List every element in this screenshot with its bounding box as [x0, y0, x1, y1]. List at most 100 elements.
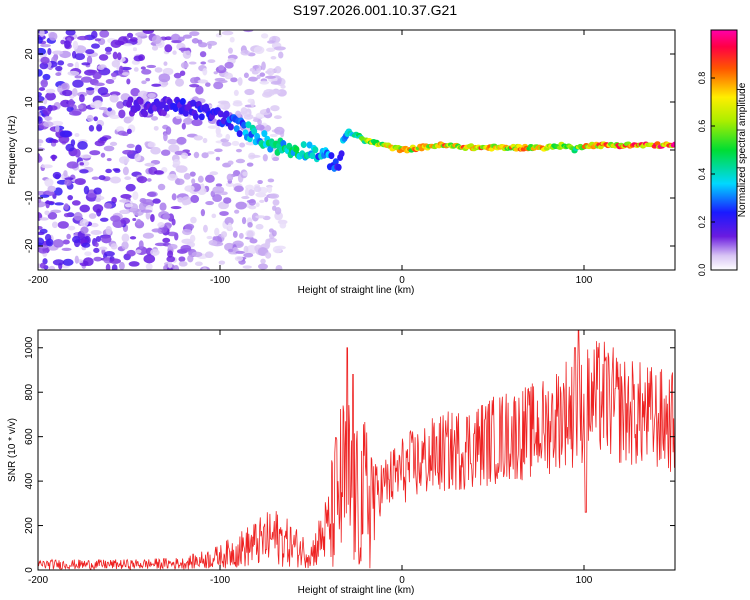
ridge-point [312, 146, 319, 154]
y-tick-label: 400 [24, 472, 35, 489]
noise-blob [94, 140, 105, 147]
noise-blob [189, 83, 200, 88]
noise-blob [154, 67, 163, 73]
noise-blob [162, 213, 170, 220]
noise-blob [189, 77, 199, 84]
noise-blob [38, 143, 42, 147]
noise-blob [270, 80, 282, 85]
noise-blob [237, 77, 243, 86]
noise-blob [241, 195, 250, 200]
noise-blob [243, 245, 249, 254]
noise-blob [257, 119, 262, 126]
noise-blob [182, 50, 192, 59]
ridge-point [672, 141, 675, 147]
noise-blob [109, 176, 122, 184]
noise-blob [193, 151, 200, 159]
noise-blob [79, 204, 91, 213]
noise-blob [38, 36, 43, 44]
noise-blob [90, 222, 99, 228]
noise-blob [122, 166, 129, 176]
noise-blob [268, 89, 281, 95]
noise-blob [189, 31, 200, 37]
noise-blob [109, 94, 119, 103]
noise-blob [157, 221, 165, 228]
ridge-point [159, 101, 166, 109]
noise-blob [191, 178, 196, 185]
noise-blob [52, 50, 64, 55]
noise-blob [59, 130, 72, 138]
noise-blob [98, 246, 108, 251]
noise-blob [86, 55, 93, 65]
noise-blob [110, 243, 118, 250]
noise-blob [218, 260, 226, 265]
noise-blob [257, 179, 263, 185]
noise-blob [242, 265, 252, 269]
noise-blob [44, 178, 54, 187]
noise-blob [268, 193, 280, 199]
noise-blob [57, 221, 69, 229]
noise-blob [150, 116, 159, 121]
noise-blob [128, 261, 140, 267]
noise-blob [86, 114, 94, 122]
y-tick-label: 20 [24, 48, 35, 60]
noise-blob [135, 144, 142, 154]
x-tick-label: 100 [576, 575, 593, 586]
noise-blob [39, 30, 45, 37]
noise-blob [74, 133, 80, 138]
ridge-point [142, 110, 149, 118]
noise-blob [42, 73, 51, 81]
noise-blob [64, 177, 74, 181]
noise-blob [135, 249, 142, 254]
noise-blob [142, 30, 155, 34]
noise-blob [55, 125, 60, 133]
ridge-point [179, 98, 186, 106]
noise-blob [93, 256, 103, 262]
noise-blob [235, 148, 242, 153]
noise-blob [227, 222, 233, 230]
noise-blob [253, 46, 265, 54]
noise-blob [129, 236, 137, 240]
noise-blob [172, 50, 177, 55]
noise-blob [83, 257, 94, 266]
noise-blob [244, 188, 249, 197]
noise-blob [152, 198, 161, 204]
x-tick-label: -100 [210, 575, 230, 586]
noise-blob [202, 137, 208, 144]
ridge-point [261, 130, 268, 138]
noise-blob [235, 201, 247, 210]
noise-blob [67, 62, 74, 67]
colorbar-tick-label: 0.8 [697, 72, 707, 85]
noise-blob [79, 162, 85, 166]
noise-blob [77, 104, 84, 110]
noise-blob [207, 151, 215, 155]
noise-blob [63, 213, 71, 218]
noise-blob [77, 140, 88, 150]
noise-blob [79, 169, 89, 174]
noise-blob [140, 66, 146, 70]
noise-blob [193, 135, 204, 141]
noise-blob [124, 176, 132, 181]
noise-blob [174, 178, 185, 186]
noise-blob [129, 37, 138, 42]
noise-blob [184, 185, 195, 192]
noise-blob [208, 239, 218, 246]
noise-blob [274, 66, 282, 74]
noise-blob [99, 30, 110, 38]
noise-blob [105, 263, 111, 270]
noise-blob [180, 244, 192, 252]
noise-blob [202, 267, 208, 270]
noise-blob [74, 148, 81, 158]
noise-blob [80, 76, 93, 83]
noise-blob [79, 218, 89, 227]
noise-blob [62, 258, 74, 266]
noise-blob [124, 203, 133, 208]
noise-blob [105, 225, 112, 235]
noise-blob [172, 158, 181, 167]
x-tick-label: -100 [210, 275, 230, 286]
noise-blob [162, 67, 174, 76]
noise-blob [275, 265, 283, 270]
noise-blob [74, 255, 79, 264]
noise-blob [133, 55, 144, 62]
noise-blob [164, 36, 173, 41]
noise-blob [215, 156, 221, 161]
